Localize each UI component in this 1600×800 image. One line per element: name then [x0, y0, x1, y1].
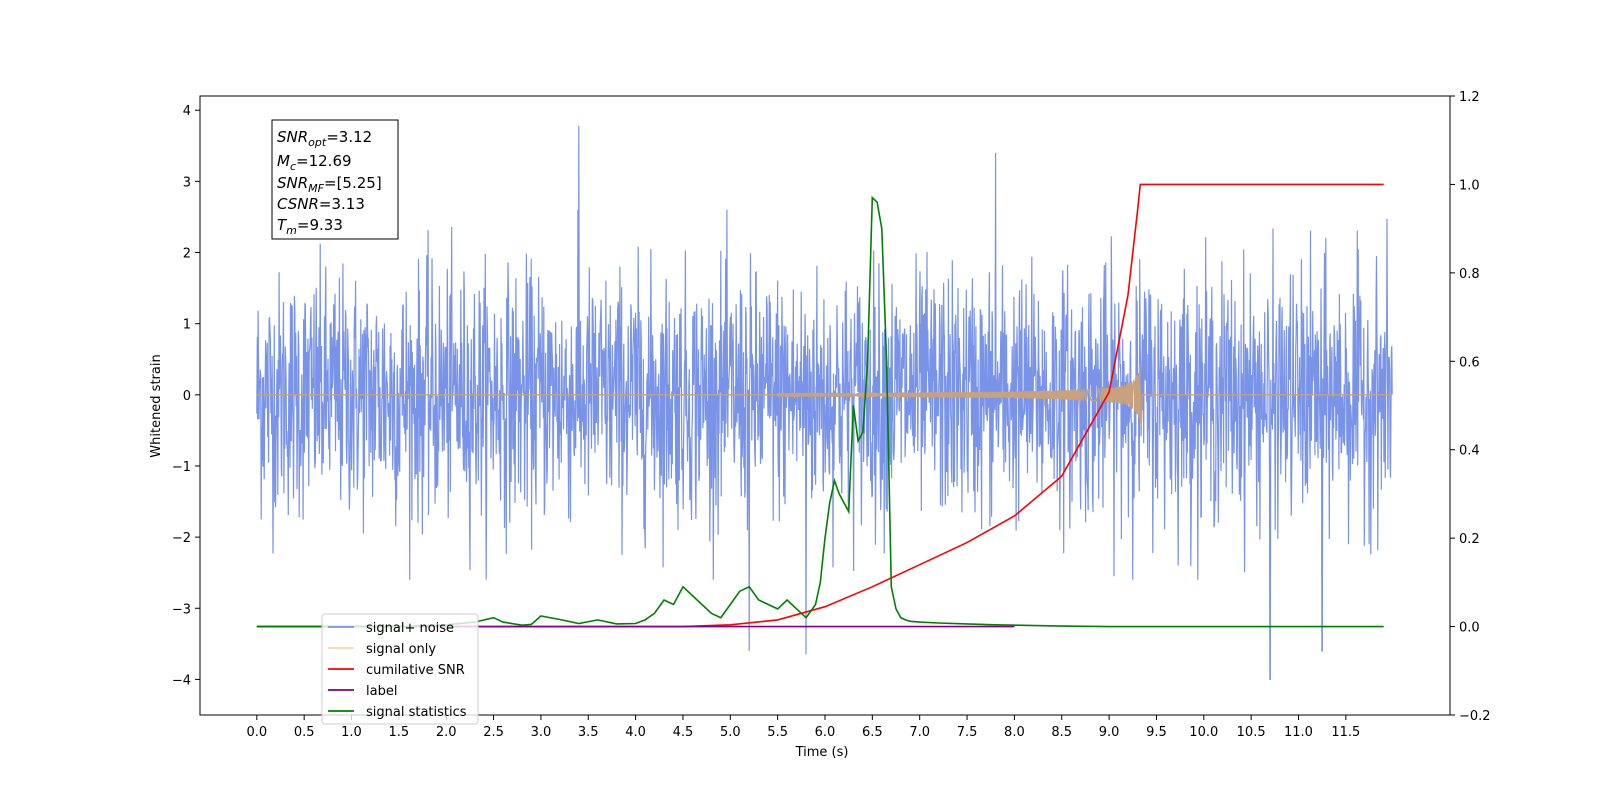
y-tick-label: 4: [183, 104, 191, 119]
y-tick-label: 3: [183, 175, 191, 190]
info-snr-mf: SNRMF=[5.25]: [277, 174, 382, 195]
y-tick-label: −4: [172, 673, 191, 688]
legend-label: cumilative SNR: [366, 663, 465, 678]
signal-statistics-line: [256, 195, 1384, 628]
x-tick-label: 3.5: [578, 725, 599, 740]
y-tick-label: −1: [172, 460, 191, 475]
y-right-tick-label: 0.2: [1459, 532, 1480, 547]
info-mc: Mc=12.69: [277, 152, 352, 173]
signal-only-line: [256, 364, 1393, 427]
legend: signal+ noise signal only cumilative SNR la…: [321, 613, 479, 725]
x-tick-label: 6.0: [815, 725, 836, 740]
x-tick-label: 4.0: [625, 725, 646, 740]
signal-only-series: [256, 364, 1393, 427]
y-tick-label: −3: [172, 602, 191, 617]
x-tick-label: 5.5: [767, 725, 788, 740]
x-tick-label: 7.0: [909, 725, 930, 740]
cumilative-snr-line: [256, 183, 1384, 628]
x-tick-label: 7.5: [957, 725, 978, 740]
x-axis: 0.0 0.5 1.0 1.5 2.0 2.5 3.0 3.5 4.0 4.5 5.0 5.5 6.0 6…: [246, 715, 1360, 740]
y-right-tick-label: 1.2: [1459, 90, 1480, 105]
x-tick-label: 8.5: [1051, 725, 1072, 740]
y-right-tick-label: 1.0: [1459, 178, 1480, 193]
y-axis-right: −0.2 0.0 0.2 0.4 0.6 0.8 1.0 1.2: [1450, 90, 1491, 724]
x-tick-label: 1.0: [341, 725, 362, 740]
legend-label: signal only: [366, 642, 436, 657]
y-tick-label: −2: [172, 531, 191, 546]
legend-label: signal statistics: [366, 705, 467, 720]
x-tick-label: 5.0: [720, 725, 741, 740]
signal-noise-line: [256, 125, 1393, 680]
legend-label: label: [366, 684, 397, 699]
x-tick-label: 6.5: [862, 725, 883, 740]
y-tick-label: 0: [183, 389, 191, 404]
x-tick-label: 11.0: [1284, 725, 1313, 740]
info-box-frame: [271, 119, 399, 240]
x-tick-label: 8.0: [1004, 725, 1025, 740]
y-right-tick-label: 0.4: [1459, 444, 1480, 459]
y-tick-label: 2: [183, 247, 191, 262]
info-snr-opt: SNRopt=3.12: [277, 128, 372, 149]
x-tick-label: 3.0: [531, 725, 552, 740]
y-axis-left: −4 −3 −2 −1 0 1 2 3 4: [172, 104, 200, 688]
x-tick-label: 2.0: [436, 725, 457, 740]
signal-noise-series: [256, 125, 1393, 680]
info-tm: Tm=9.33: [277, 216, 343, 237]
x-tick-label: 11.5: [1331, 725, 1360, 740]
info-box: SNRopt=3.12 Mc=12.69 SNRMF=[5.25] CSNR=3…: [271, 119, 399, 240]
x-tick-label: 10.0: [1189, 725, 1218, 740]
x-tick-label: 10.5: [1237, 725, 1266, 740]
y-axis-label: Whitened strain: [149, 354, 164, 457]
x-tick-label: 2.5: [483, 725, 504, 740]
x-tick-label: 0.0: [246, 725, 267, 740]
legend-frame: [321, 613, 479, 725]
info-csnr: CSNR=3.13: [277, 195, 365, 213]
y-right-tick-label: −0.2: [1459, 709, 1491, 724]
x-tick-label: 4.5: [673, 725, 694, 740]
x-tick-label: 1.5: [389, 725, 410, 740]
y-right-tick-label: 0.6: [1459, 355, 1480, 370]
x-tick-label: 0.5: [294, 725, 315, 740]
legend-label: signal+ noise: [366, 621, 454, 636]
x-tick-label: 9.5: [1146, 725, 1167, 740]
y-tick-label: 1: [183, 318, 191, 333]
y-right-tick-label: 0.0: [1459, 621, 1480, 636]
x-tick-label: 9.0: [1099, 725, 1120, 740]
y-right-tick-label: 0.8: [1459, 267, 1480, 282]
x-axis-label: Time (s): [795, 745, 849, 760]
